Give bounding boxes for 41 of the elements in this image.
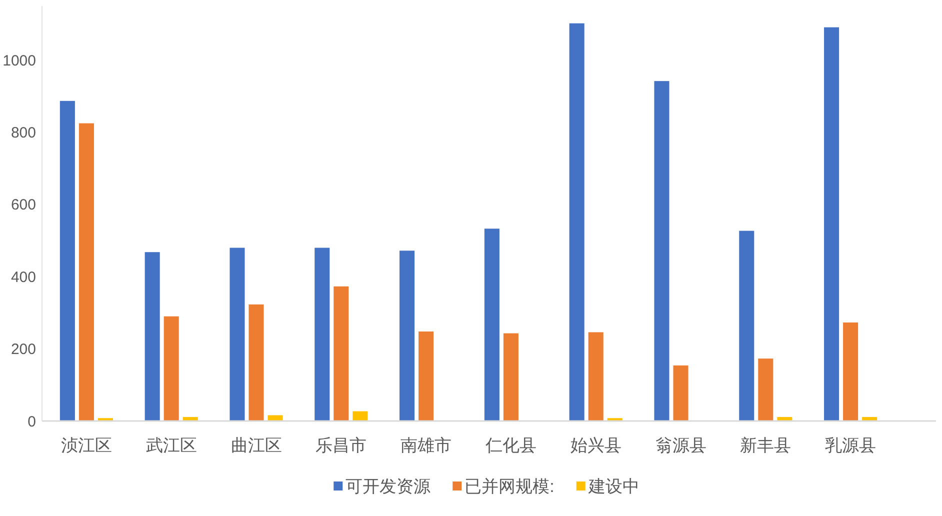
bar [654,81,670,421]
bar [400,250,415,421]
x-tick-label: 南雄市 [400,436,452,455]
bar [843,322,858,421]
bar [230,248,245,421]
legend-label: 已并网规模: [464,476,554,496]
bar [334,286,349,421]
bar [314,248,330,421]
x-tick-label: 武江区 [146,436,197,455]
bar [268,415,283,421]
bar [739,230,754,421]
bar [758,358,774,421]
bar [673,365,688,421]
bar [824,27,840,421]
bar [484,228,500,421]
y-tick-label: 400 [10,268,36,286]
bar [248,304,264,421]
bar [352,411,368,421]
x-tick-label: 翁源县 [655,436,706,455]
y-tick-label: 800 [10,124,36,142]
x-tick-label: 浈江区 [60,436,112,455]
y-tick-label: 600 [10,196,36,214]
legend-label: 可开发资源 [346,476,431,496]
legend-label: 建设中 [587,476,640,496]
x-tick-label: 始兴县 [570,436,622,455]
y-tick-label: 0 [28,413,36,430]
bar [588,332,604,421]
bar [569,23,584,421]
bar [164,316,179,421]
y-tick-label: 1000 [2,52,36,70]
bar [78,123,94,421]
y-tick-label: 200 [10,341,36,358]
x-tick-label: 新丰县 [740,436,792,455]
x-tick-label: 乐昌市 [316,436,367,455]
x-tick-label: 乳源县 [825,436,876,455]
bar [60,100,75,421]
bar [503,333,518,421]
bar [418,332,434,421]
bar [144,252,160,421]
x-tick-label: 曲江区 [230,436,282,455]
x-tick-label: 仁化县 [484,436,536,455]
